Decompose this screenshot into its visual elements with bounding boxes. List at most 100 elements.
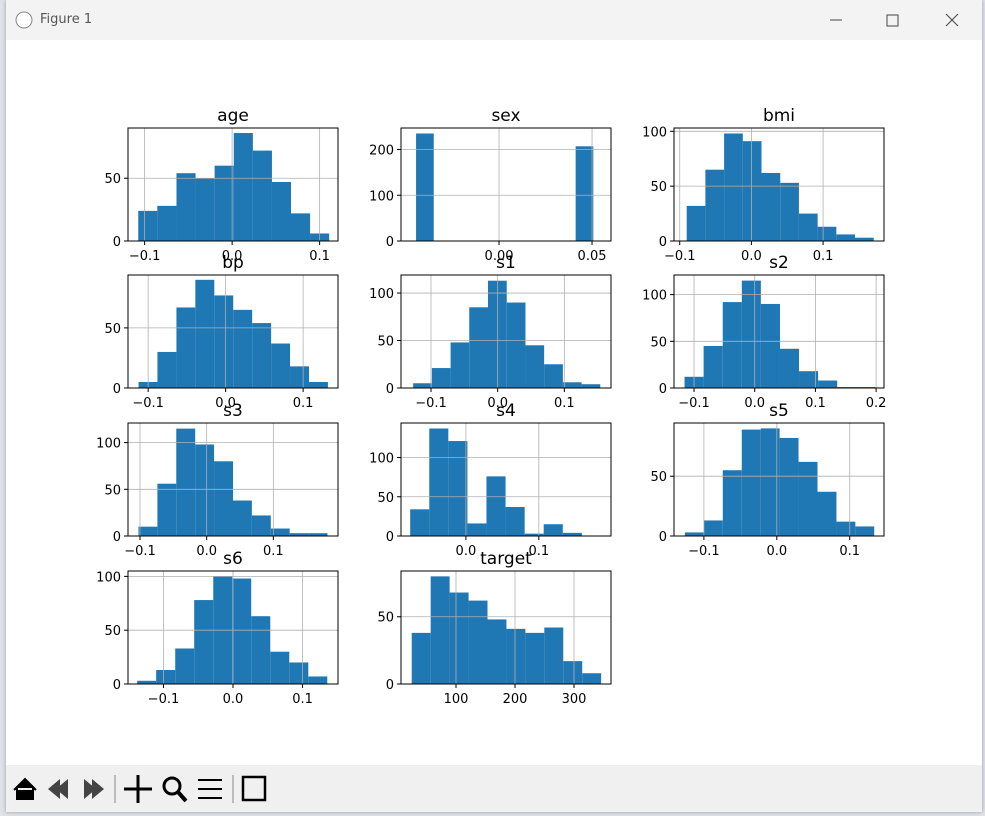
bar xyxy=(252,323,272,388)
bar xyxy=(233,133,253,241)
subplot: −0.1 0.0 0.1 0 50 age xyxy=(104,106,339,264)
bar xyxy=(410,509,430,536)
bar xyxy=(760,303,780,388)
bar xyxy=(270,651,290,684)
close-button[interactable] xyxy=(945,13,959,27)
y-tick-label: 0 xyxy=(659,382,667,397)
bar xyxy=(761,172,781,241)
bar xyxy=(486,476,506,536)
configure-button[interactable] xyxy=(198,779,222,799)
y-tick-label: 100 xyxy=(369,287,394,302)
axes-frame xyxy=(127,274,339,389)
y-tick-label: 0 xyxy=(113,678,121,693)
x-tick-label: −0.1 xyxy=(664,249,696,264)
bar xyxy=(506,302,526,388)
y-tick-label: 100 xyxy=(96,570,121,585)
x-tick-label: 0.1 xyxy=(813,249,834,264)
bar xyxy=(429,428,449,536)
bar xyxy=(271,343,291,388)
subplot-title: s2 xyxy=(769,253,789,273)
y-tick-label: 100 xyxy=(96,437,121,452)
x-tick-label: 0.1 xyxy=(554,396,575,411)
bar xyxy=(411,632,431,684)
y-tick-label: 0 xyxy=(113,382,121,397)
x-tick-label: 0.05 xyxy=(578,249,607,264)
y-tick-label: 100 xyxy=(369,452,394,467)
forward-button[interactable] xyxy=(84,779,104,799)
bar xyxy=(686,205,706,241)
x-tick-label: −0.1 xyxy=(148,692,180,707)
title-bar: Figure 1 xyxy=(6,0,982,40)
axes-frame xyxy=(127,422,339,537)
x-tick-label: 100 xyxy=(444,692,469,707)
axes-frame xyxy=(673,127,885,242)
bar xyxy=(836,521,856,536)
bar xyxy=(798,461,818,536)
bar xyxy=(544,364,563,388)
bar xyxy=(308,676,328,684)
axes-frame xyxy=(400,570,612,685)
subplot-title: s5 xyxy=(769,401,789,421)
app-icon xyxy=(15,11,33,29)
bar xyxy=(233,500,252,536)
bar xyxy=(467,523,487,536)
axes-frame xyxy=(127,127,339,242)
bar xyxy=(818,380,838,388)
x-tick-label: 0.0 xyxy=(196,544,217,559)
bar xyxy=(524,533,544,536)
bar xyxy=(308,533,328,536)
bar xyxy=(582,673,602,684)
bar xyxy=(430,576,450,684)
bar xyxy=(214,165,234,241)
x-tick-label: 0.1 xyxy=(528,544,549,559)
bar xyxy=(703,520,723,536)
axes-frame xyxy=(400,422,612,537)
subplot: −0.1 0.0 0.1 0 50 s5 xyxy=(650,401,885,559)
bar xyxy=(722,470,742,536)
bar xyxy=(760,428,780,536)
bar xyxy=(291,213,311,241)
bar xyxy=(543,524,563,536)
bar xyxy=(742,141,762,241)
bar xyxy=(176,173,196,241)
bar xyxy=(741,429,761,536)
bar xyxy=(195,279,215,388)
bar xyxy=(448,441,468,536)
subplot-title: s1 xyxy=(496,253,516,273)
subplot-title: s6 xyxy=(223,549,243,569)
x-tick-label: 0.1 xyxy=(309,249,330,264)
x-tick-label: 0.2 xyxy=(866,396,887,411)
toolbar xyxy=(6,765,982,812)
bar xyxy=(271,181,292,241)
save-button[interactable] xyxy=(241,775,267,802)
subplot: −0.1 0.0 0.1 0.2 0 50 100 s2 xyxy=(642,253,886,411)
y-tick-label: 200 xyxy=(369,144,394,159)
bar xyxy=(431,368,451,388)
subplot: −0.1 0.0 0.1 0 50 100 s6 xyxy=(96,549,339,707)
home-button[interactable] xyxy=(13,777,37,800)
bar xyxy=(817,226,837,241)
bar xyxy=(175,648,195,684)
maximize-button[interactable] xyxy=(886,14,899,27)
subplot-title: sex xyxy=(491,106,520,126)
bar xyxy=(449,592,469,684)
y-tick-label: 0 xyxy=(659,235,667,250)
axes-frame xyxy=(400,127,612,242)
bar xyxy=(156,670,176,684)
x-tick-label: 0.0 xyxy=(456,544,477,559)
pan-button[interactable] xyxy=(124,775,152,803)
x-tick-label: −0.1 xyxy=(688,544,720,559)
bar xyxy=(416,133,434,241)
subplot: −0.1 0.0 0.1 0 50 100 s3 xyxy=(96,401,339,559)
x-tick-label: 0.1 xyxy=(839,544,860,559)
bar xyxy=(525,632,545,684)
bar xyxy=(525,345,545,388)
bar xyxy=(581,384,601,388)
subplot: 0.00 0.05 0 100 200 sex xyxy=(369,106,612,264)
zoom-button[interactable] xyxy=(162,776,188,803)
x-tick-label: 0.0 xyxy=(766,544,787,559)
bar xyxy=(138,526,158,536)
back-button[interactable] xyxy=(48,779,68,799)
x-tick-label: −0.1 xyxy=(415,396,447,411)
